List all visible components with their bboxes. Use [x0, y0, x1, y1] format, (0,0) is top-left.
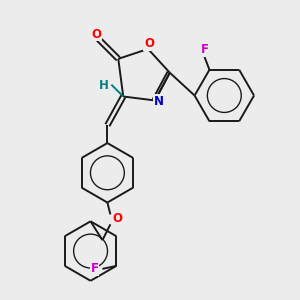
Text: H: H	[98, 79, 108, 92]
Text: O: O	[112, 212, 122, 225]
Text: F: F	[91, 262, 98, 275]
Text: N: N	[154, 95, 164, 108]
Text: O: O	[144, 38, 154, 50]
Text: F: F	[200, 44, 208, 56]
Text: O: O	[92, 28, 101, 40]
